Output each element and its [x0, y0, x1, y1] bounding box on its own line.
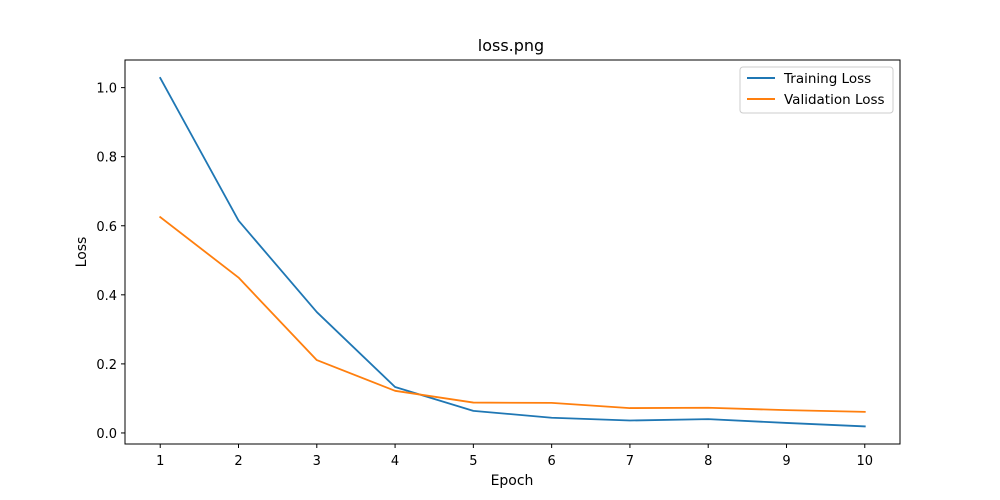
- legend: Training Loss Validation Loss: [739, 66, 894, 114]
- legend-label-training-loss: Training Loss: [783, 71, 871, 87]
- x-tick-label: 4: [391, 454, 399, 469]
- x-tick-label: 7: [626, 454, 634, 469]
- x-axis: 1 2 3 4 5 6 7 8 9 10: [156, 444, 873, 469]
- chart-title: loss.png: [478, 36, 544, 55]
- x-tick-label: 2: [234, 454, 242, 469]
- x-axis-label: Epoch: [491, 473, 534, 489]
- x-tick-label: 8: [704, 454, 712, 469]
- series-line-training-loss: [159, 76, 866, 428]
- y-axis: 0.0 0.2 0.4 0.6 0.8 1.0: [96, 82, 125, 442]
- plot-frame: [124, 59, 901, 445]
- y-tick-label: 0.8: [96, 151, 117, 166]
- y-tick-label: 0.0: [96, 427, 117, 442]
- x-tick-label: 1: [156, 454, 164, 469]
- y-tick-label: 1.0: [96, 82, 117, 97]
- legend-box: [739, 66, 894, 114]
- series-line-validation-loss: [158, 215, 866, 413]
- x-tick-label: 5: [469, 454, 477, 469]
- x-tick-label: 10: [856, 454, 873, 469]
- y-axis-label: Loss: [74, 237, 90, 268]
- y-tick-label: 0.6: [96, 220, 117, 235]
- x-tick-label: 6: [548, 454, 556, 469]
- legend-label-validation-loss: Validation Loss: [784, 92, 885, 108]
- x-tick-label: 3: [313, 454, 321, 469]
- y-tick-label: 0.4: [96, 289, 117, 304]
- y-tick-label: 0.2: [96, 358, 117, 373]
- x-tick-label: 9: [782, 454, 790, 469]
- series-layer: [158, 76, 866, 428]
